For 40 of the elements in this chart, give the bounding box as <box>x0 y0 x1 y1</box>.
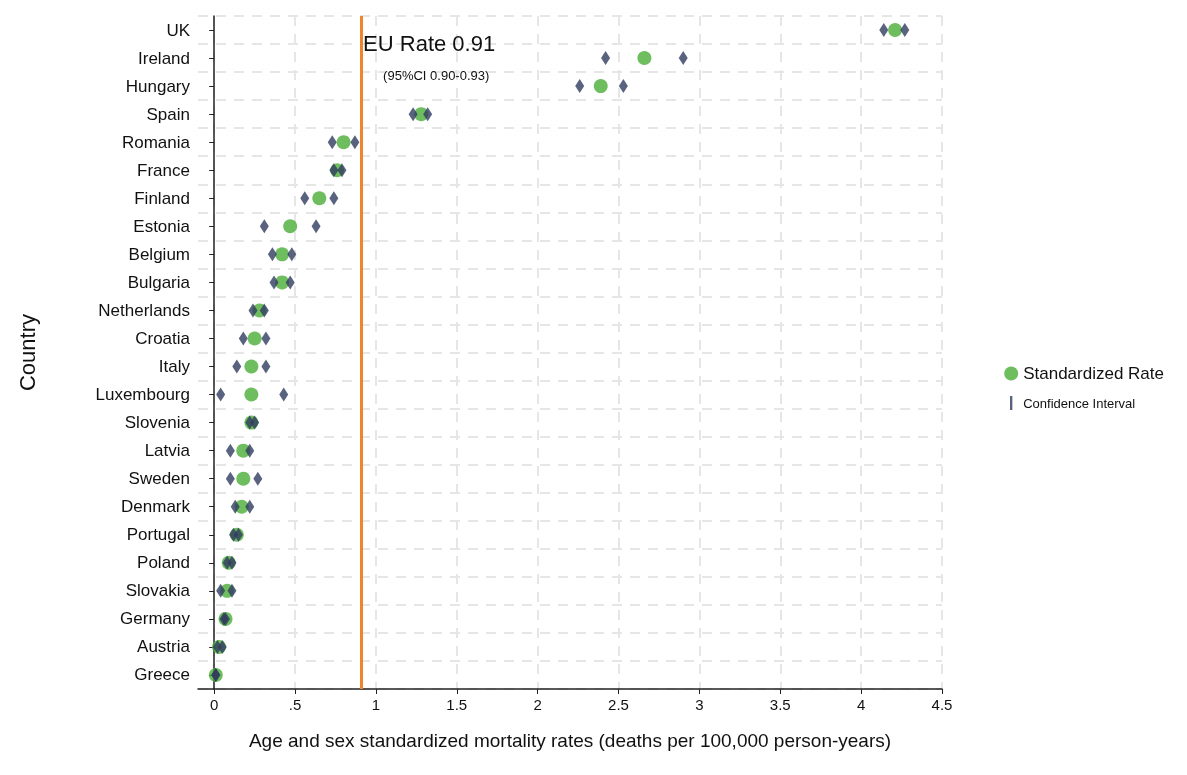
y-tick-label: Netherlands <box>98 300 190 320</box>
y-tick-label: Finland <box>134 188 190 208</box>
y-axis-title: Country <box>14 313 40 392</box>
legend-label: Standardized Rate <box>1023 364 1165 383</box>
y-tick-label: Luxembourg <box>95 385 190 405</box>
y-tick-label: Ireland <box>138 48 190 68</box>
y-tick-label: Estonia <box>133 216 191 236</box>
y-tick-label: Italy <box>158 357 191 377</box>
ref-line-label: EU Rate 0.91 <box>363 30 496 56</box>
legend-label: Confidence Interval <box>1023 395 1136 411</box>
x-tick-label: 1 <box>371 696 381 713</box>
y-tick-label: Denmark <box>121 497 191 517</box>
annotation: (95%CI 0.90-0.93) <box>383 68 490 83</box>
y-tick-label: Austria <box>137 637 191 657</box>
y-tick-label: Romania <box>121 132 191 152</box>
y-tick-label: Slovakia <box>125 581 191 601</box>
x-axis-title: Age and sex standardized mortality rates (deaths per 100,000 person-years) <box>248 730 892 751</box>
y-tick-label: Greece <box>134 665 190 685</box>
x-tick-label: 3.5 <box>769 696 791 713</box>
y-tick-label: Latvia <box>144 441 191 461</box>
x-tick-label: 2.5 <box>608 696 629 713</box>
y-tick-label: Portugal <box>126 525 190 545</box>
x-tick-label: 4 <box>856 696 866 713</box>
y-tick-label: Hungary <box>125 76 191 96</box>
y-tick-label: UK <box>166 20 191 40</box>
y-tick-label: Sweden <box>128 469 190 489</box>
y-tick-label: Bulgaria <box>127 272 191 292</box>
x-tick-label: 4.5 <box>931 696 953 713</box>
y-tick-label: Poland <box>137 553 190 573</box>
y-tick-label: Slovenia <box>124 413 191 433</box>
x-tick-label: 2 <box>533 696 542 713</box>
y-tick-label: Spain <box>146 104 190 124</box>
x-tick-label: 3 <box>695 696 704 713</box>
y-tick-label: France <box>137 160 190 180</box>
x-tick-label: 0 <box>210 696 219 713</box>
y-tick-label: Belgium <box>128 244 190 264</box>
x-tick-label: 1.5 <box>446 696 468 713</box>
x-tick-label: .5 <box>288 696 302 713</box>
y-tick-label: Germany <box>120 609 191 629</box>
y-tick-label: Croatia <box>135 328 191 348</box>
